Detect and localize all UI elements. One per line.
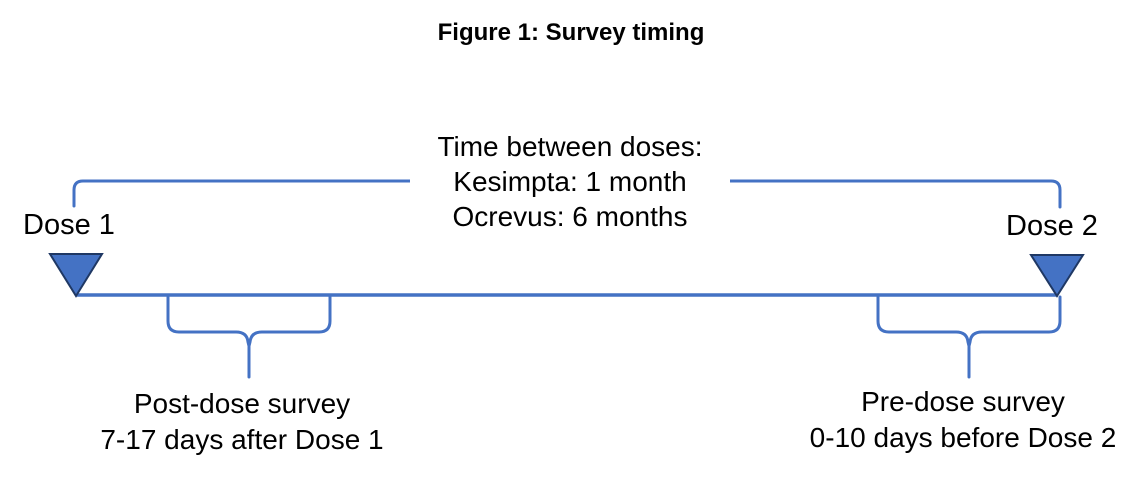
- post-dose-survey-note: Post-dose survey 7-17 days after Dose 1: [87, 386, 397, 458]
- dose-1-label: Dose 1: [23, 209, 115, 241]
- dose-1-marker-icon: [48, 253, 104, 298]
- between-doses-note-line3: Ocrevus: 6 months: [452, 201, 688, 232]
- post-dose-survey-note-line1: Post-dose survey: [133, 388, 351, 419]
- post-dose-brace: [166, 295, 332, 347]
- pre-dose-survey-note-line1: Pre-dose survey: [861, 386, 1065, 417]
- pre-dose-survey-note-line2: 0-10 days before Dose 2: [809, 422, 1117, 453]
- dose-2-label: Dose 2: [1006, 210, 1098, 242]
- between-doses-note: Time between doses: Kesimpta: 1 month Oc…: [410, 129, 730, 234]
- post-dose-survey-note-line2: 7-17 days after Dose 1: [100, 424, 384, 455]
- dose-2-marker-icon: [1029, 254, 1085, 298]
- pre-dose-brace: [876, 295, 1062, 347]
- between-doses-note-line1: Time between doses:: [437, 131, 703, 162]
- pre-dose-survey-note: Pre-dose survey 0-10 days before Dose 2: [789, 384, 1137, 456]
- between-doses-note-line2: Kesimpta: 1 month: [453, 166, 687, 197]
- figure-title: Figure 1: Survey timing: [437, 19, 705, 46]
